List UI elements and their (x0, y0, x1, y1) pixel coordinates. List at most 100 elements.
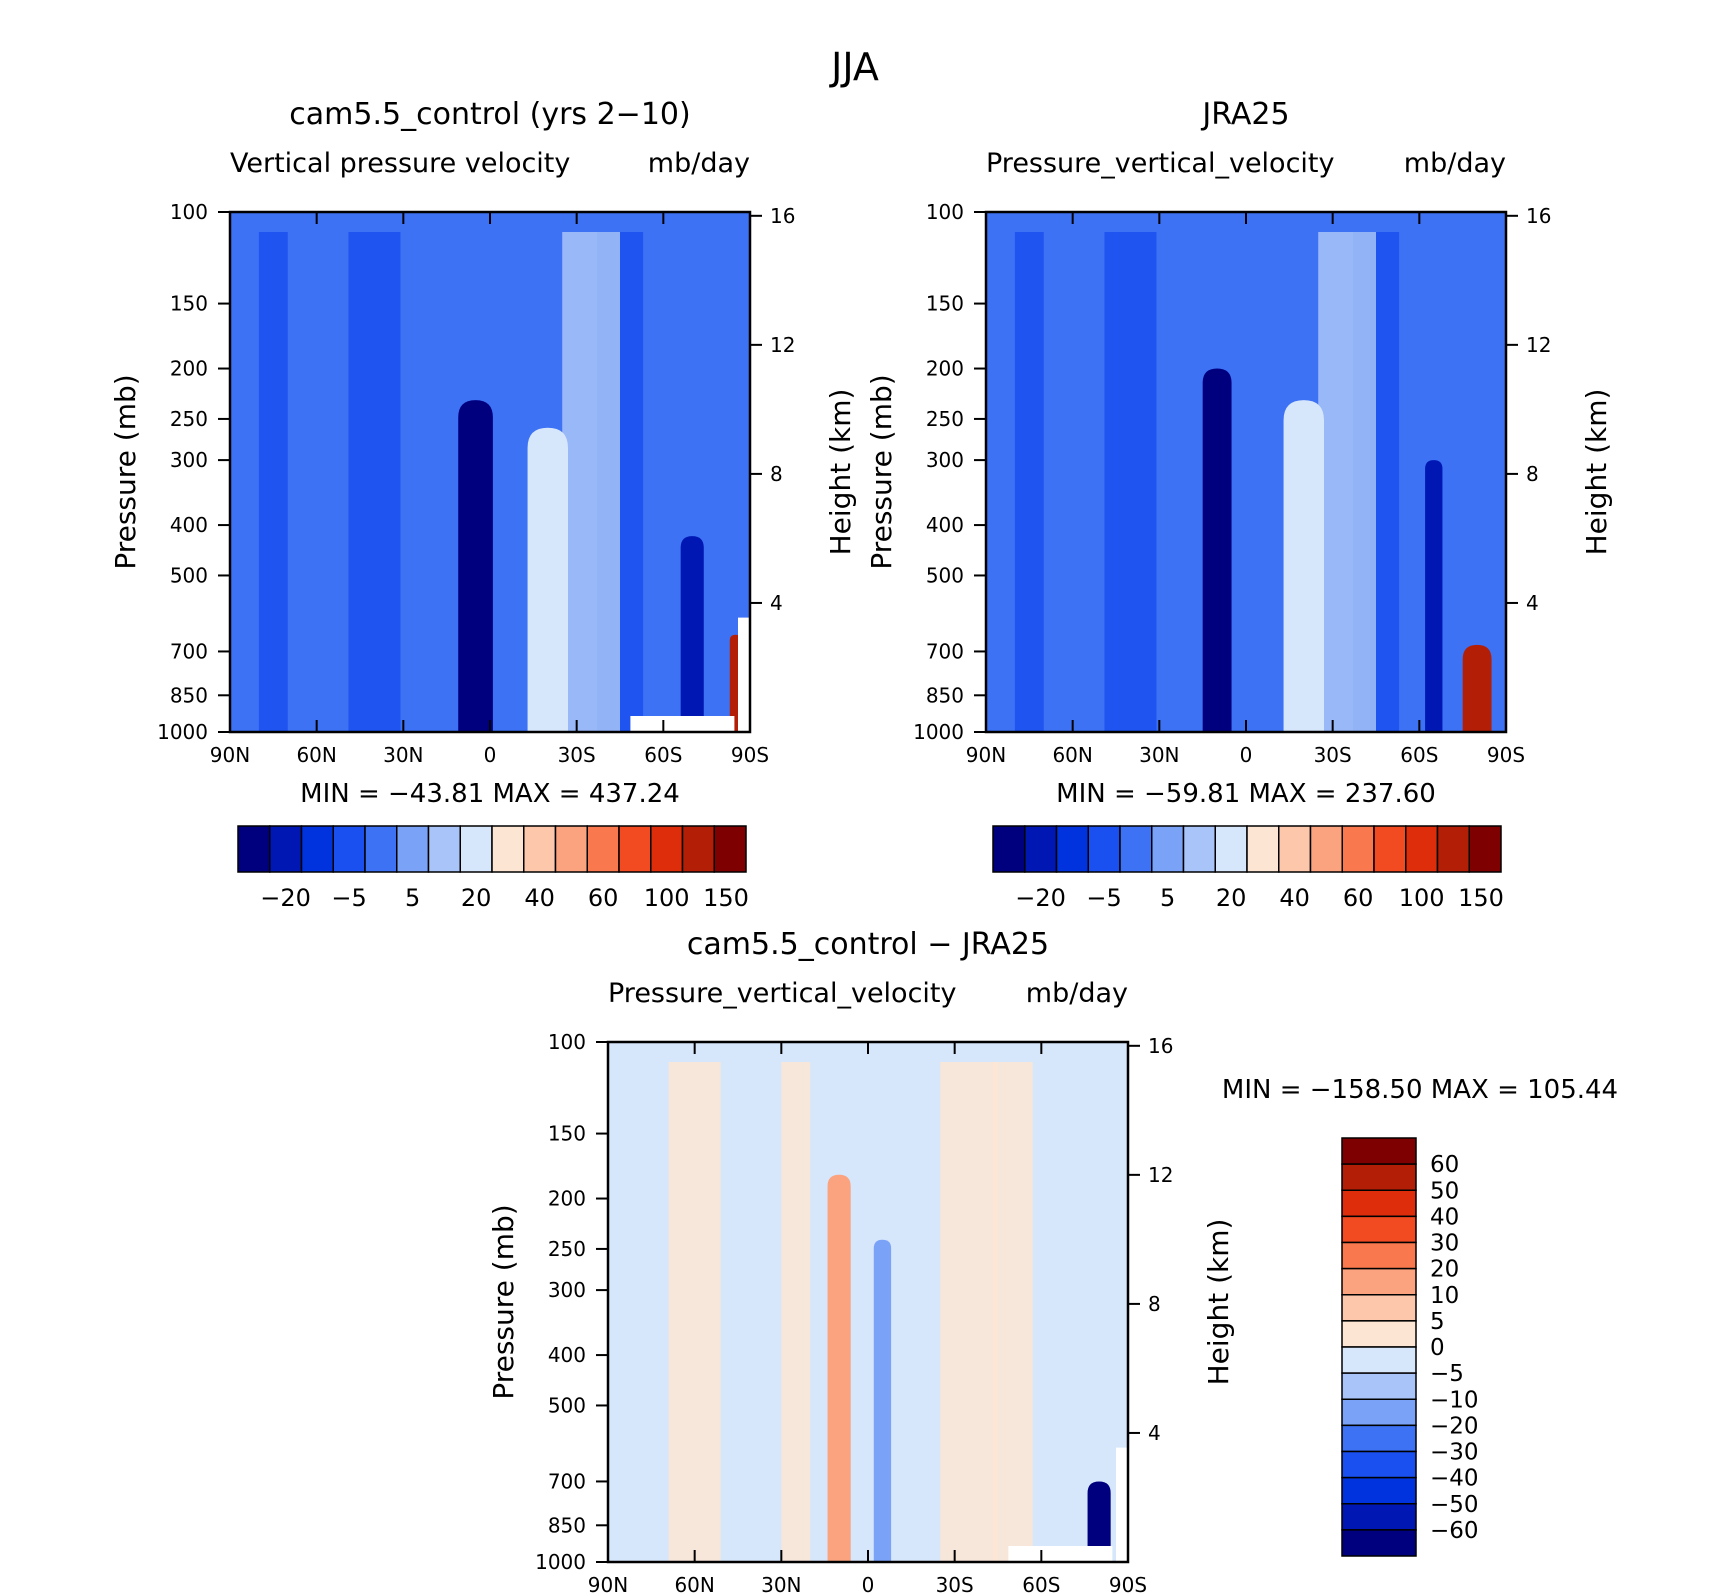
panel-title: cam5.5_control − JRA25 (687, 927, 1049, 962)
colorbar: −20 −5 5 20 40 60 100 150 (237, 825, 749, 912)
colorbar-label: 5 (1160, 884, 1175, 912)
colorbar-label: −20 (260, 884, 311, 912)
panel-subtitle-right: mb/day (1404, 148, 1506, 179)
colorbar-label: 0 (1430, 1335, 1445, 1361)
stats-label: MIN = −158.50 MAX = 105.44 (1222, 1075, 1618, 1105)
panel-subtitle-right: mb/day (648, 148, 750, 179)
colorbar-swatch (1405, 825, 1439, 873)
y-tick-label: 100 (170, 200, 208, 224)
colorbar-swatch (1341, 1163, 1417, 1191)
colorbar-swatch (1278, 825, 1312, 873)
colorbar-label: −50 (1430, 1492, 1479, 1518)
y-tick-label: 700 (170, 639, 208, 663)
x-tick-label: 30N (761, 1573, 801, 1596)
field-band (1104, 232, 1157, 732)
y-tick-label: 850 (170, 683, 208, 707)
y2-tick-label: 4 (1526, 591, 1539, 615)
colorbar-label: 60 (588, 884, 619, 912)
x-tick-label: 60S (644, 743, 682, 767)
y-tick-label: 1000 (535, 1550, 586, 1574)
panel-2: JRA25 Pressure_vertical_velocity mb/day 90N… (865, 97, 1613, 912)
colorbar-swatch (1341, 1503, 1417, 1531)
y-tick-label: 500 (170, 563, 208, 587)
colorbar-label: 150 (703, 884, 749, 912)
y-axis-label: Pressure (mb) (109, 374, 142, 569)
y2-axis-label: Height (km) (1580, 389, 1613, 556)
field-feature (680, 536, 704, 732)
colorbar-swatch (1341, 1320, 1417, 1348)
y-tick-label: 250 (170, 407, 208, 431)
field-feature (873, 1239, 892, 1562)
y-tick-label: 100 (926, 200, 964, 224)
figure-title: JJA (829, 45, 879, 89)
colorbar-swatch (1436, 825, 1470, 873)
colorbar-label: 20 (1216, 884, 1247, 912)
colorbar-label: 100 (1399, 884, 1445, 912)
field-feature (1462, 644, 1492, 732)
y-tick-label: 400 (926, 513, 964, 537)
x-tick-label: 60N (1052, 743, 1092, 767)
field-band (348, 232, 401, 732)
field-band (1318, 232, 1376, 732)
y2-tick-label: 16 (1148, 1034, 1173, 1058)
colorbar-swatch (427, 825, 461, 873)
colorbar-swatch (332, 825, 366, 873)
y2-axis-label: Height (km) (824, 389, 857, 556)
x-tick-label: 90S (731, 743, 769, 767)
field-feature (458, 400, 493, 732)
y-tick-label: 500 (548, 1393, 586, 1417)
colorbar-label: 30 (1430, 1231, 1459, 1257)
colorbar-swatch (1341, 1267, 1417, 1296)
y-tick-label: 250 (548, 1237, 586, 1261)
x-tick-label: 30N (1139, 743, 1179, 767)
colorbar-swatch (1341, 1450, 1417, 1479)
y-axis-label: Pressure (mb) (865, 374, 898, 569)
y-tick-label: 100 (548, 1030, 586, 1054)
colorbar-swatch (1341, 825, 1375, 873)
colorbar-label: 100 (644, 884, 690, 912)
y-tick-label: 200 (548, 1187, 586, 1211)
colorbar-label: 40 (524, 884, 555, 912)
y2-tick-label: 8 (770, 462, 783, 486)
colorbar-swatch (1309, 825, 1343, 873)
field-feature (827, 1174, 851, 1562)
panel-title: JRA25 (1200, 97, 1289, 132)
colorbar-swatch (1246, 825, 1280, 873)
y-tick-label: 200 (170, 357, 208, 381)
y2-axis-label: Height (km) (1202, 1219, 1235, 1386)
colorbar-label: −20 (1430, 1413, 1479, 1439)
panel-title: cam5.5_control (yrs 2−10) (289, 97, 690, 132)
y2-tick-label: 8 (1148, 1292, 1161, 1316)
y2-tick-label: 12 (1526, 333, 1551, 357)
colorbar-label: −60 (1430, 1518, 1479, 1544)
field-feature (1425, 460, 1443, 732)
x-tick-label: 90N (588, 1573, 628, 1596)
colorbar-swatch (1341, 1529, 1417, 1557)
x-tick-label: 60N (296, 743, 336, 767)
x-tick-label: 60S (1022, 1573, 1060, 1596)
y-tick-label: 300 (926, 448, 964, 472)
colorbar-label: 50 (1430, 1178, 1459, 1204)
missing-data (630, 716, 735, 732)
y2-tick-label: 12 (1148, 1163, 1173, 1187)
x-tick-label: 60S (1400, 743, 1438, 767)
y-tick-label: 150 (926, 292, 964, 316)
colorbar-label: 40 (1430, 1204, 1459, 1230)
missing-data (1116, 1447, 1128, 1562)
y2-tick-label: 16 (1526, 204, 1551, 228)
colorbar-swatch (586, 825, 620, 873)
colorbar-swatch (396, 825, 430, 873)
colorbar-swatch (237, 825, 271, 873)
y-tick-label: 1000 (157, 720, 208, 744)
colorbar-swatch (1151, 825, 1185, 873)
y-tick-label: 1000 (913, 720, 964, 744)
colorbar-swatch (1341, 1189, 1417, 1218)
colorbar-label: 5 (405, 884, 420, 912)
colorbar-label: −5 (1430, 1361, 1464, 1387)
field-feature (1202, 368, 1232, 732)
x-tick-label: 30S (1314, 743, 1352, 767)
colorbar-label: −30 (1430, 1440, 1479, 1466)
colorbar-swatch (1055, 825, 1089, 873)
colorbar-swatch (713, 825, 747, 873)
